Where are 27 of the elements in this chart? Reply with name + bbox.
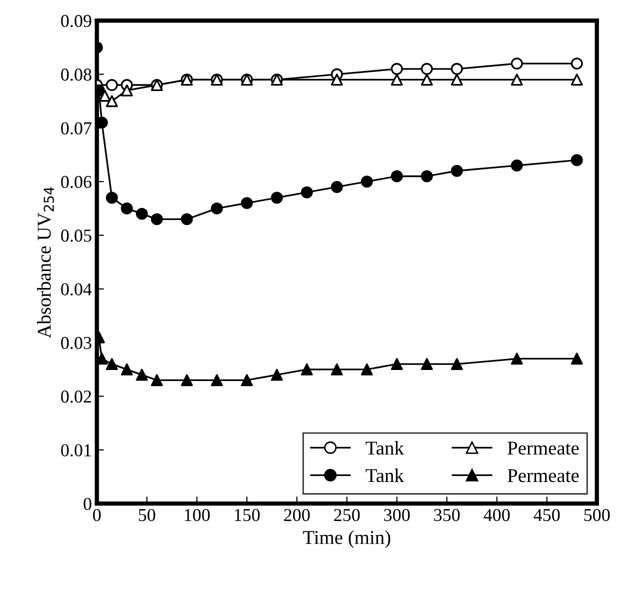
y-axis-title: Absorbance UV$_{254}$ (37, 187, 54, 338)
x-tick-label: 400 (484, 508, 510, 522)
y-tick-label: 0.07 (61, 122, 92, 134)
x-tick-label: 150 (234, 508, 260, 522)
y-tick-label: 0.09 (61, 14, 92, 28)
y-tick-label: 0.01 (61, 444, 91, 456)
legend-label: Permeate (508, 469, 579, 482)
x-tick-label: 0 (93, 508, 101, 522)
x-tick-label: 200 (284, 508, 310, 522)
y-tick-label: 0.02 (61, 390, 92, 403)
x-tick-label: 500 (584, 508, 610, 522)
x-tick-label: 50 (138, 508, 156, 522)
x-tick-label: 300 (384, 508, 410, 522)
y-tick-label: 0 (84, 498, 92, 510)
x-tick-label: 100 (184, 508, 210, 522)
x-axis-title: Time (min) (303, 530, 390, 548)
legend-label: Permeate (508, 442, 579, 455)
y-tick-label: 0.08 (61, 68, 92, 81)
y-tick-label: 0.04 (61, 283, 92, 296)
legend-label: Tank (366, 440, 404, 455)
x-tick-label: 350 (434, 508, 460, 522)
legend-label: Tank (366, 468, 404, 482)
y-tick-label: 0.06 (61, 176, 92, 188)
x-tick-label: 450 (534, 508, 560, 522)
y-tick-label: 0.05 (61, 230, 92, 242)
x-tick-label: 250 (334, 508, 360, 522)
y-tick-label: 0.03 (61, 336, 92, 350)
